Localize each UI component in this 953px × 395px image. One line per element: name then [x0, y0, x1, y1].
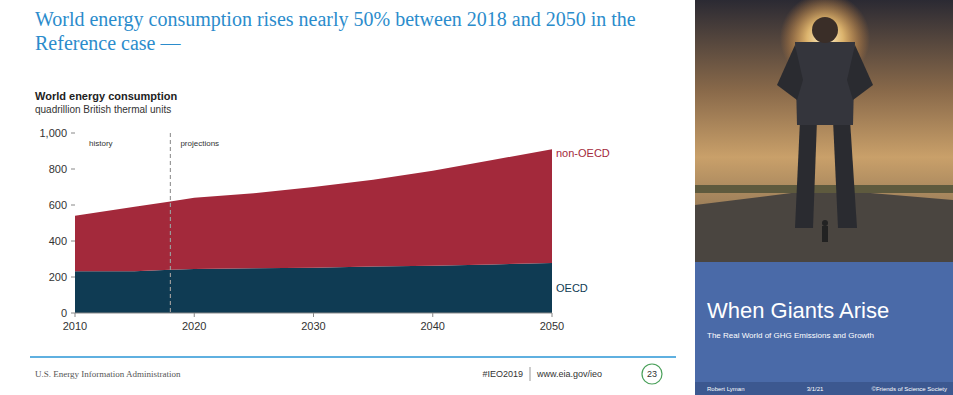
page: World energy consumption rises nearly 50…	[0, 0, 953, 395]
x-tick-label: 2010	[63, 320, 87, 332]
annotation-projections: projections	[180, 139, 219, 148]
footer-source: U.S. Energy Information Administration	[35, 369, 181, 379]
x-tick	[432, 313, 433, 317]
series-label: non-OECD	[556, 147, 610, 159]
y-tick-label: 400	[49, 235, 67, 247]
cover-road	[695, 190, 953, 262]
y-tick-label: 1,000	[39, 127, 67, 139]
title-line: World energy consumption rises nearly 50…	[35, 8, 636, 31]
x-tick-label: 2040	[421, 320, 445, 332]
x-tick	[194, 313, 195, 317]
y-axis-title: quadrillion British thermal units	[35, 104, 171, 115]
footer-rule	[30, 356, 676, 358]
y-tick	[71, 205, 75, 206]
x-tick-label: 2050	[540, 320, 564, 332]
plot-marks	[75, 149, 552, 313]
giant-body	[795, 42, 855, 125]
footer-tag: #IEO2019	[482, 369, 523, 379]
giant-head	[812, 17, 838, 43]
y-tick-label: 200	[49, 271, 67, 283]
small-man-head	[822, 220, 828, 226]
cover-author: Robert Lyman	[707, 386, 744, 392]
footer-sep	[530, 367, 531, 381]
cover-credit: ©Friends of Science Society	[872, 386, 947, 392]
giant-arm	[777, 45, 803, 100]
cover-footer	[695, 382, 953, 395]
cover-subtitle: The Real World of GHG Emissions and Grow…	[707, 331, 874, 340]
y-tick-label: 0	[61, 307, 67, 319]
cover-horizon	[695, 185, 953, 193]
y-tick	[71, 241, 75, 242]
title-line: Reference case —	[35, 32, 181, 54]
x-tick	[552, 313, 553, 317]
footer-url: www.eia.gov/ieo	[536, 369, 602, 379]
y-tick	[71, 313, 75, 314]
page-circle	[642, 364, 662, 384]
cover-title: When Giants Arise	[707, 298, 889, 323]
giant-leg	[795, 120, 817, 228]
giant-leg	[833, 120, 857, 228]
y-tick	[71, 133, 75, 134]
x-tick-label: 2030	[301, 320, 325, 332]
divider-line	[170, 133, 171, 313]
area-non-oecd	[75, 149, 552, 271]
y-tick-label: 600	[49, 199, 67, 211]
annotation-history: history	[89, 139, 113, 148]
footer-page: 23	[647, 369, 657, 379]
chart-title: World energy consumption rises nearly 50…	[35, 8, 636, 54]
y-tick	[71, 277, 75, 278]
cover-band	[695, 262, 953, 382]
cover-date: 3/1/21	[807, 386, 824, 392]
x-tick-label: 2020	[182, 320, 206, 332]
x-tick	[313, 313, 314, 317]
chart-subtitle: World energy consumption	[35, 90, 177, 102]
series-label: OECD	[556, 282, 588, 294]
y-tick-label: 800	[49, 163, 67, 175]
giant-arm	[847, 45, 873, 100]
cover-photo	[695, 0, 953, 262]
y-tick	[71, 169, 75, 170]
small-man	[822, 226, 828, 242]
x-tick	[75, 313, 76, 317]
